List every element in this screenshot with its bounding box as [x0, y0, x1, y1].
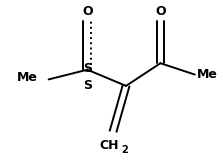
Text: Me: Me — [197, 68, 218, 81]
Text: S: S — [83, 79, 92, 92]
Text: Me: Me — [17, 71, 38, 84]
Text: O: O — [82, 5, 93, 18]
Text: 2: 2 — [122, 145, 128, 155]
Text: S: S — [83, 62, 92, 75]
Text: CH: CH — [99, 139, 119, 152]
Text: O: O — [155, 5, 166, 18]
